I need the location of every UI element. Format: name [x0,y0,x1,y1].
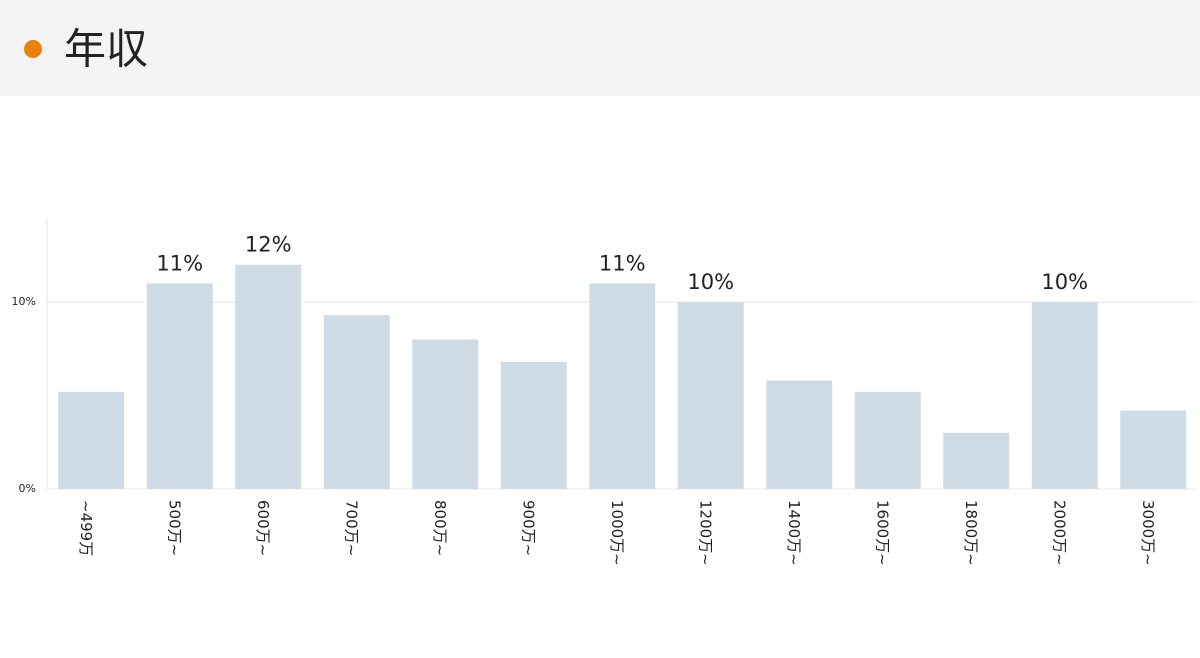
x-tick-label: 700万~ [342,500,360,556]
bar [854,391,921,489]
value-label: 10% [1041,270,1088,294]
header-dot [24,40,42,58]
bar [1031,302,1098,489]
bar [323,315,390,489]
bar [235,264,302,489]
y-tick-label: 0% [19,482,36,495]
value-label: 11% [599,251,646,275]
bar [677,302,744,489]
header-title: 年収 [64,25,148,74]
bar [943,432,1010,489]
x-tick-label: 900万~ [519,500,537,556]
x-tick-label: 2000万~ [1050,500,1068,566]
x-tick-label: 1600万~ [873,500,891,566]
bar [58,391,125,489]
value-label: 11% [156,251,203,275]
x-tick-label: 500万~ [165,500,183,556]
bar [766,380,833,489]
bar [1120,410,1187,489]
x-tick-label: 800万~ [431,500,449,556]
y-tick-label: 10% [12,295,36,308]
header-bar [0,0,1200,96]
bar [146,283,213,489]
x-tick-label: 1800万~ [962,500,980,566]
x-tick-label: 1200万~ [696,500,714,566]
bar [412,339,479,489]
x-tick-label: 600万~ [254,500,272,556]
x-tick-label: ~499万 [77,500,95,556]
value-label: 10% [687,270,734,294]
value-label: 12% [245,233,292,257]
x-tick-label: 1000万~ [608,500,626,566]
bar [500,361,567,489]
x-tick-label: 1400万~ [785,500,803,566]
bar [589,283,656,489]
x-tick-label: 3000万~ [1139,500,1157,566]
